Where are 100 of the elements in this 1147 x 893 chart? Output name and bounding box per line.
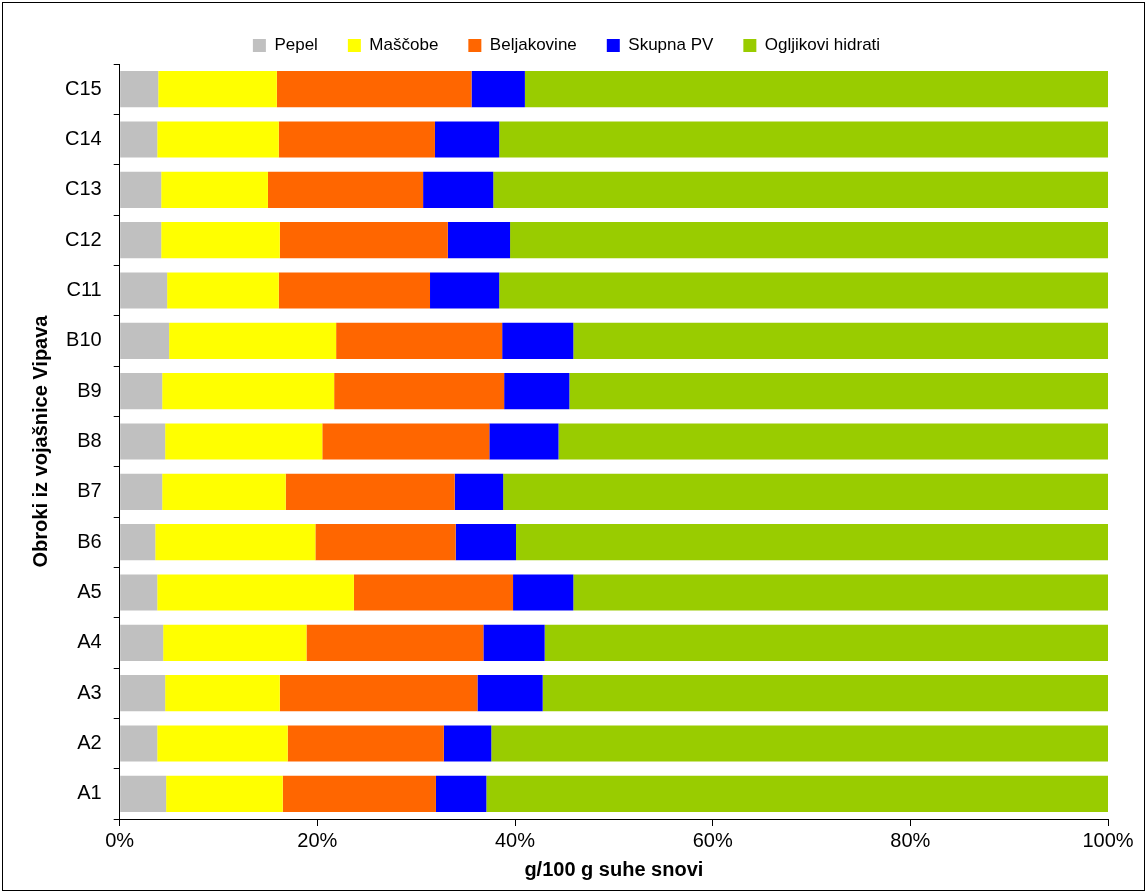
bar — [120, 775, 167, 812]
bar — [483, 624, 545, 661]
bar — [486, 775, 1108, 812]
bar — [510, 222, 1108, 259]
bar — [120, 171, 162, 208]
bar — [278, 272, 431, 309]
legend-label: Beljakovine — [489, 35, 577, 55]
legend-label: Maščobe — [369, 35, 439, 55]
x-tick-label: 80% — [890, 828, 931, 851]
y-tick-label: B10 — [66, 328, 102, 351]
bar — [334, 373, 505, 410]
x-tick-label: 100% — [1082, 828, 1134, 851]
bar — [477, 675, 543, 712]
bar — [161, 222, 280, 259]
legend-label: Pepel — [274, 35, 318, 55]
bar — [120, 725, 158, 762]
bar — [120, 373, 163, 410]
bar — [120, 473, 163, 510]
x-tick-label: 40% — [495, 828, 536, 851]
bar — [157, 725, 288, 762]
y-tick-label: A4 — [77, 630, 102, 653]
bar — [447, 222, 511, 259]
bar — [306, 624, 484, 661]
bar — [285, 473, 455, 510]
x-tick-label: 0% — [105, 828, 135, 851]
x-tick-label: 60% — [692, 828, 733, 851]
bar — [435, 775, 487, 812]
y-tick-label: B9 — [77, 378, 102, 401]
bar — [558, 423, 1108, 460]
bar — [502, 322, 574, 359]
bar — [120, 574, 158, 611]
bar — [120, 624, 164, 661]
bar — [162, 373, 335, 410]
bar — [423, 171, 494, 208]
bar — [434, 121, 500, 158]
bar — [157, 574, 354, 611]
bar — [157, 121, 279, 158]
bar — [169, 322, 337, 359]
bar — [542, 675, 1108, 712]
bar — [161, 171, 268, 208]
y-axis-title: Obroki iz vojašnice Vipava — [28, 314, 51, 568]
bar — [499, 121, 1108, 158]
x-axis-title: g/100 g suhe snovi — [524, 857, 704, 880]
bar — [120, 524, 156, 561]
bar — [503, 473, 1108, 510]
bar — [516, 524, 1108, 561]
bar — [278, 121, 435, 158]
bar — [544, 624, 1108, 661]
bar — [267, 171, 424, 208]
x-tick-label: 20% — [297, 828, 338, 851]
bar — [279, 222, 448, 259]
bar — [120, 322, 170, 359]
bar — [120, 423, 166, 460]
bar — [491, 725, 1108, 762]
bar — [524, 71, 1108, 108]
bar — [276, 71, 472, 108]
bar — [322, 423, 490, 460]
bar — [166, 775, 283, 812]
y-tick-label: B6 — [77, 529, 102, 552]
bar — [455, 524, 516, 561]
bar — [287, 725, 444, 762]
bar — [282, 775, 436, 812]
bar — [120, 222, 162, 259]
bar — [120, 675, 166, 712]
bar — [120, 121, 158, 158]
y-tick-label: C12 — [64, 227, 102, 250]
bar — [499, 272, 1108, 309]
bar — [513, 574, 574, 611]
y-tick-label: A3 — [77, 680, 102, 703]
y-tick-label: A1 — [77, 781, 102, 804]
bar — [315, 524, 456, 561]
y-tick-label: B8 — [77, 429, 102, 452]
bar — [162, 473, 286, 510]
y-tick-label: B7 — [77, 479, 102, 502]
bar — [120, 272, 168, 309]
bar — [163, 624, 307, 661]
bar — [471, 71, 525, 108]
legend-label: Skupna PV — [628, 35, 715, 55]
y-tick-label: C15 — [64, 76, 102, 99]
bar — [167, 272, 279, 309]
bar — [353, 574, 514, 611]
bar — [158, 71, 277, 108]
bar — [336, 322, 503, 359]
bar — [573, 322, 1108, 359]
bar — [279, 675, 478, 712]
bar — [489, 423, 559, 460]
bar — [155, 524, 316, 561]
bar — [165, 675, 280, 712]
bar — [493, 171, 1108, 208]
bar — [120, 71, 159, 108]
legend-label: Ogljikovi hidrati — [764, 35, 881, 55]
y-tick-label: C11 — [66, 278, 102, 301]
bar — [165, 423, 323, 460]
bar — [430, 272, 500, 309]
bar — [504, 373, 570, 410]
bar — [569, 373, 1108, 410]
bar — [443, 725, 492, 762]
bar — [573, 574, 1108, 611]
y-tick-label: C13 — [64, 177, 102, 200]
y-tick-label: C14 — [64, 127, 102, 150]
